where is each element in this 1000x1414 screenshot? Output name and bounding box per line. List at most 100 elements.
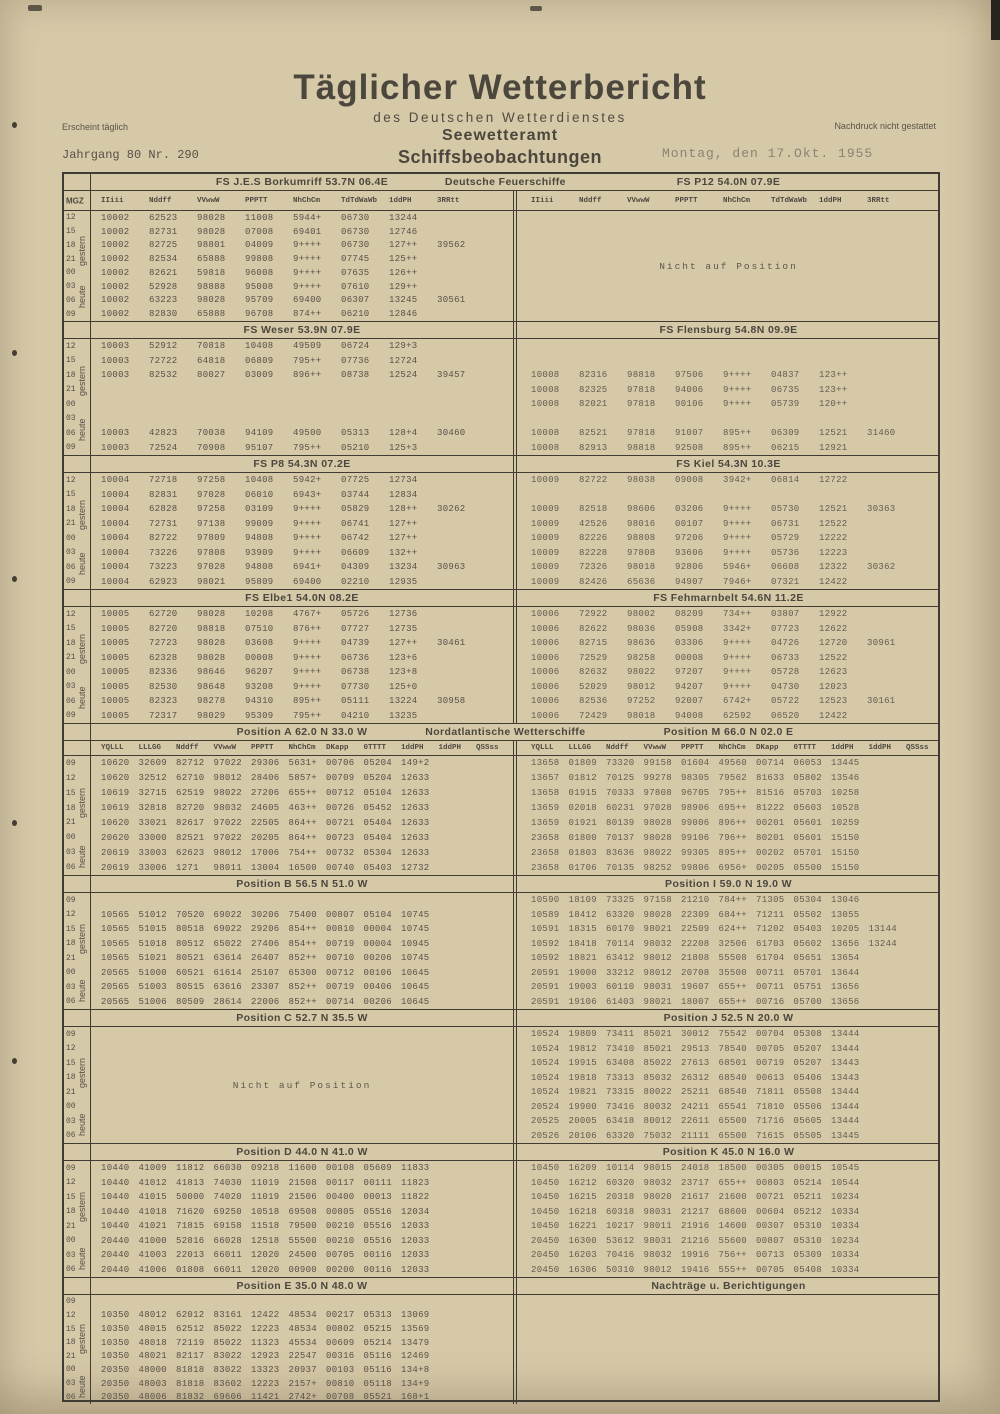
data-row: 10619 32818 82720 98032 24605 463++ 00726 05452… — [91, 801, 513, 816]
data-cell: 81818 — [176, 1378, 205, 1389]
data-cell: 684++ — [718, 909, 748, 920]
data-cell: 00712 — [326, 967, 355, 978]
data-cell: 02210 — [341, 576, 370, 587]
data-cell: 10002 — [101, 267, 130, 278]
time-label: 15 — [66, 624, 76, 634]
data-cell: 3342+ — [723, 623, 752, 634]
data-cell: 29306 — [251, 758, 280, 769]
time-label: 18 — [66, 1207, 76, 1217]
band-title-row: FS Elbe1 54.0N 08.2E FS Fehmarnbelt 54.6N… — [64, 590, 938, 607]
data-cell: 13323 — [251, 1364, 280, 1375]
time-label: 09 — [66, 711, 76, 721]
not-on-position-note: Nicht auf Position — [232, 1079, 372, 1091]
data-cell: 98818 — [627, 370, 656, 381]
data-cell: 22309 — [681, 909, 710, 920]
data-row: 10006 82622 98036 05908 3342+ 07723 12622 — [517, 622, 940, 637]
data-row: 13658 01915 70333 97808 96705 795++ 81516 05703… — [517, 786, 940, 801]
weather-section-position-b-i: Position B 56.5 N 51.0 W Position I 59.0 … — [64, 875, 938, 1009]
time-label: 12 — [66, 609, 76, 619]
time-label: 03 — [66, 548, 76, 558]
observation-table: 10005 62720 98028 10208 4767+ 05726 12736 10005… — [91, 607, 514, 723]
data-cell: 03206 — [675, 504, 704, 515]
data-cell: 62923 — [149, 576, 178, 587]
data-row — [517, 1336, 940, 1350]
data-cell: 82226 — [579, 533, 608, 544]
time-label: 15 — [66, 924, 76, 934]
data-cell: 23658 — [531, 847, 560, 858]
band-body: 09 12 15 18 21 00 03 06 gestern heute 10350 48012 62… — [64, 1295, 938, 1404]
data-cell: 10592 — [531, 938, 560, 949]
data-cell: 5631+ — [288, 758, 318, 769]
data-cell: 655++ — [288, 788, 318, 799]
gutter-spacer — [64, 1278, 91, 1294]
data-cell: 63616 — [213, 982, 243, 993]
data-cell: 98278 — [197, 696, 226, 707]
data-cell: 9++++ — [293, 681, 322, 692]
section-title: Position C 52.7 N 35.5 W — [236, 1012, 368, 1024]
time-label: 09 — [66, 1297, 76, 1307]
data-cell: 10002 — [101, 226, 130, 237]
time-label: 00 — [66, 833, 76, 843]
page-title: Täglicher Wetterbericht — [293, 68, 707, 107]
data-cell: 62519 — [176, 788, 205, 799]
data-cell: 10234 — [831, 1192, 860, 1203]
data-row: 23658 01800 70137 98028 99106 796++ 80201 05601… — [517, 830, 940, 845]
data-cell: 796++ — [718, 832, 748, 843]
data-cell: 12735 — [389, 623, 418, 634]
data-cell: 04739 — [341, 638, 370, 649]
data-cell: 12724 — [389, 355, 418, 366]
data-cell: 98028 — [197, 226, 226, 237]
data-cell: 52928 — [149, 281, 178, 292]
data-cell: 05605 — [793, 1116, 823, 1127]
data-cell: 63223 — [149, 295, 178, 306]
data-cell: 00316 — [326, 1351, 355, 1362]
data-cell: 22611 — [681, 1116, 710, 1127]
time-label: 06 — [66, 1131, 76, 1141]
data-cell: 13569 — [401, 1324, 430, 1335]
data-cell: 3942+ — [723, 475, 752, 486]
band-title-row: FS Weser 53.9N 07.9E FS Flensburg 54.8N 0… — [64, 322, 938, 339]
column-headers: IIiii Nddff VVwwW PPPTT NhChCm TdTdWaWb 1ddPH 3… — [516, 191, 940, 210]
data-cell: 42526 — [579, 518, 608, 529]
data-cell: 82336 — [149, 667, 178, 678]
data-cell: 05516 — [363, 1235, 393, 1246]
data-cell: 50310 — [606, 1264, 635, 1275]
data-row: 10004 62923 98021 95809 69400 02210 12935 — [91, 575, 513, 590]
data-cell: 24018 — [681, 1163, 710, 1174]
data-cell: 01921 — [568, 817, 598, 828]
time-label: 21 — [66, 1221, 76, 1231]
data-cell: 00400 — [326, 1192, 355, 1203]
time-label: 06 — [66, 562, 76, 572]
observation-table: 13658 01809 73320 99158 01604 49560 00714 06053… — [516, 756, 940, 875]
data-cell: 20106 — [568, 1130, 598, 1141]
data-cell: 10004 — [101, 504, 130, 515]
data-cell: 00732 — [326, 847, 355, 858]
data-row: 13658 01809 73320 99158 01604 49560 00714 06053… — [517, 756, 940, 771]
data-cell: 03807 — [771, 609, 800, 620]
data-cell: 99808 — [245, 254, 274, 265]
column-header: QSSss — [906, 744, 929, 752]
data-cell: 80518 — [176, 924, 205, 935]
data-cell: 23717 — [681, 1177, 710, 1188]
data-row — [517, 488, 940, 503]
time-label: 15 — [66, 1058, 76, 1068]
data-row: 20565 51006 80509 28614 22006 852++ 00714 00206… — [91, 995, 513, 1010]
data-cell: 10645 — [401, 996, 430, 1007]
data-cell: 05601 — [793, 832, 823, 843]
data-cell: 70416 — [606, 1250, 635, 1261]
data-cell: 10334 — [831, 1264, 860, 1275]
column-header: 0TTTT — [363, 744, 387, 752]
section-title-left: FS Weser 53.9N 07.9E — [91, 322, 514, 338]
data-row: 10005 72723 98028 03608 9++++ 04739 127++ 30461 — [91, 636, 513, 651]
data-cell: 10620 — [101, 758, 130, 769]
data-cell: 73325 — [606, 895, 635, 906]
data-cell: 82831 — [149, 489, 178, 500]
data-cell: 06730 — [341, 212, 370, 223]
data-cell: 72119 — [176, 1337, 205, 1348]
data-cell: 10004 — [101, 489, 130, 500]
data-cell: 98012 — [627, 681, 656, 692]
data-row: 20524 19900 73416 80032 24211 65541 71810 05506… — [517, 1100, 940, 1115]
data-row: 13659 02018 60231 97028 98906 695++ 81222 05603… — [517, 801, 940, 816]
data-cell: 42823 — [149, 428, 178, 439]
time-label: 03 — [66, 682, 76, 692]
